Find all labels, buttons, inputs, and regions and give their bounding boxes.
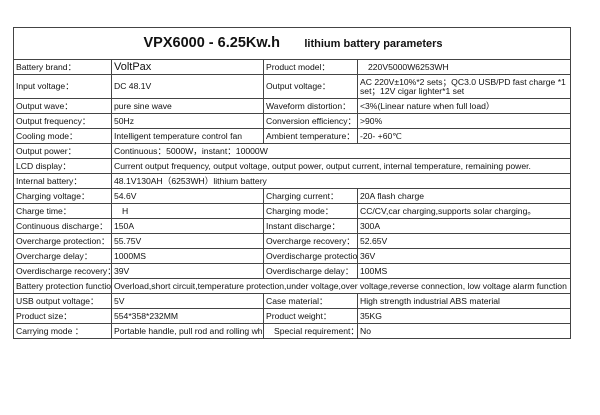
table-row: USB output voltage： 5V Case material： High … <box>13 293 572 309</box>
param-value: Portable handle, pull rod and rolling wh… <box>111 323 264 339</box>
table-row: Overcharge delay： 1000MS Overdischarge pro… <box>13 248 572 264</box>
param-value: 36V <box>356 248 572 264</box>
table-row: LCD display： Current output frequency, ou… <box>13 158 572 174</box>
param-value: 220V5000W6253WH <box>356 59 572 75</box>
param-label: Overcharge delay： <box>13 248 112 264</box>
param-label: Product size： <box>13 308 112 324</box>
param-value: VoltPax <box>111 59 264 75</box>
table-row: Output frequency： 50Hz Conversion efficien… <box>13 113 572 129</box>
param-label: Input voltage： <box>13 74 112 99</box>
param-value: 52.65V <box>356 233 572 249</box>
param-label: Special requirement： <box>263 323 358 339</box>
param-label: Conversion efficiency： <box>263 113 358 129</box>
table-row: Battery brand： VoltPax Product model： 220V5… <box>13 59 572 75</box>
param-value: 48.1V130AH（6253WH）lithium battery <box>110 173 572 189</box>
param-value: 55.75V <box>111 233 264 249</box>
table-row: Carrying mode ： Portable handle, pull rod… <box>13 323 572 339</box>
param-value: pure sine wave <box>111 98 264 114</box>
param-label: Overdischarge recovery： <box>13 263 112 279</box>
param-label: Overdischarge protection： <box>263 248 358 264</box>
param-label: Continuous discharge： <box>13 218 112 234</box>
param-label: Output frequency： <box>13 113 112 129</box>
param-value: Continuous：5000W，instant：10000W <box>110 143 572 159</box>
param-label: Carrying mode ： <box>13 323 112 339</box>
param-label: Overcharge recovery： <box>263 233 358 249</box>
param-value: 100MS <box>356 263 572 279</box>
param-value: 5V <box>111 293 264 309</box>
param-label: Instant discharge： <box>263 218 358 234</box>
param-value: 150A <box>111 218 264 234</box>
table-row: Charging voltage： 54.6V Charging current： 2… <box>13 188 572 204</box>
param-value: Current output frequency, output voltage… <box>110 158 572 174</box>
title-row: VPX6000 - 6.25Kw.h lithium battery param… <box>12 27 572 60</box>
param-value: 50Hz <box>111 113 264 129</box>
table-row: Input voltage： DC 48.1V Output voltage： AC … <box>13 74 572 99</box>
param-value: 300A <box>356 218 572 234</box>
table-row: Charge time： H Charging mode： CC/CV,car cha… <box>13 203 572 219</box>
param-label: Ambient temperature： <box>263 128 358 144</box>
table-row: Overdischarge recovery： 39V Overdischarge … <box>13 263 572 279</box>
title-main: VPX6000 - 6.25Kw.h <box>143 34 280 51</box>
param-label: USB output voltage： <box>13 293 112 309</box>
param-label: Case material： <box>263 293 358 309</box>
param-value: 1000MS <box>111 248 264 264</box>
param-label: Output wave： <box>13 98 112 114</box>
param-label: Product weight： <box>263 308 358 324</box>
parameters-table: VPX6000 - 6.25Kw.h lithium battery param… <box>12 27 572 339</box>
param-value: 20A flash charge <box>356 188 572 204</box>
param-value: High strength industrial ABS material <box>356 293 572 309</box>
table-row: Overcharge protection： 55.75V Overcharge r… <box>13 233 572 249</box>
param-label: Charging current： <box>263 188 358 204</box>
param-value: DC 48.1V <box>111 74 264 99</box>
param-label: Battery protection function： <box>13 278 112 294</box>
param-value: 554*358*232MM <box>111 308 264 324</box>
param-value: Intelligent temperature control fan <box>111 128 264 144</box>
param-value: -20- +60℃ <box>356 128 572 144</box>
param-label: Overdischarge delay： <box>263 263 358 279</box>
param-label: Battery brand： <box>13 59 112 75</box>
param-value: Overload,short circuit,temperature prote… <box>110 278 572 294</box>
param-label: Output voltage： <box>263 74 358 99</box>
param-value: AC 220V±10%*2 sets；QC3.0 USB/PD fast cha… <box>356 74 572 99</box>
param-label: LCD display： <box>13 158 112 174</box>
table-title: VPX6000 - 6.25Kw.h lithium battery param… <box>12 27 572 60</box>
param-value: 39V <box>111 263 264 279</box>
param-value: 54.6V <box>111 188 264 204</box>
param-value: CC/CV,car charging,supports solar chargi… <box>356 203 572 219</box>
param-label: Internal battery： <box>13 173 112 189</box>
param-value: H <box>111 203 264 219</box>
param-label: Cooling mode： <box>13 128 112 144</box>
param-value: 35KG <box>356 308 572 324</box>
table-row: Continuous discharge： 150A Instant dischar… <box>13 218 572 234</box>
param-label: Product model： <box>263 59 358 75</box>
table-row: Internal battery： 48.1V130AH（6253WH）lithi… <box>13 173 572 189</box>
table-row: Battery protection function：Overload,sho… <box>13 278 572 294</box>
table-row: Product size： 554*358*232MM Product weight… <box>13 308 572 324</box>
param-label: Charge time： <box>13 203 112 219</box>
table-row: Output power： Continuous：5000W，instant：10… <box>13 143 572 159</box>
param-label: Overcharge protection： <box>13 233 112 249</box>
table-row: Cooling mode： Intelligent temperature con… <box>13 128 572 144</box>
param-value: >90% <box>356 113 572 129</box>
param-value: No <box>356 323 572 339</box>
param-value: <3%(Linear nature when full load） <box>356 98 572 114</box>
title-sub: lithium battery parameters <box>304 37 443 50</box>
param-label: Charging mode： <box>263 203 358 219</box>
param-label: Output power： <box>13 143 112 159</box>
table-row: Output wave： pure sine wave Waveform disto… <box>13 98 572 114</box>
param-label: Charging voltage： <box>13 188 112 204</box>
param-label: Waveform distortion： <box>263 98 358 114</box>
